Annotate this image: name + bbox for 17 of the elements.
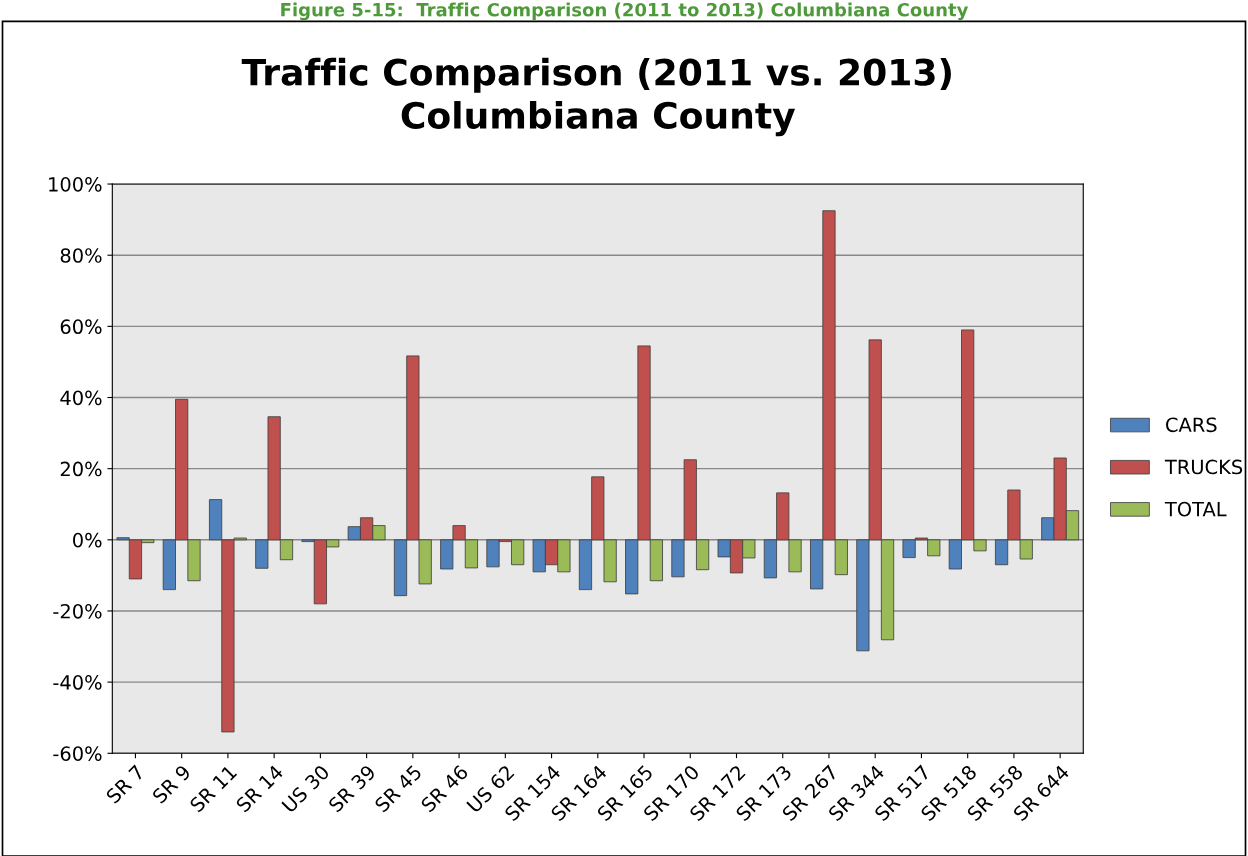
y-tick-label: 100% bbox=[49, 177, 102, 192]
legend-label: CARS bbox=[1166, 417, 1217, 433]
y-tick-label: -20% bbox=[53, 603, 102, 619]
x-tick-label: SR 7 bbox=[105, 764, 145, 805]
chart-title: Traffic Comparison (2011 vs. 2013) Columbiana County bbox=[241, 57, 951, 137]
x-tick-label: SR 45 bbox=[373, 764, 423, 813]
x-tick-label: SR 11 bbox=[188, 764, 238, 813]
y-tick-label: 60% bbox=[60, 319, 102, 335]
legend-label: TRUCKS bbox=[1164, 459, 1243, 475]
y-tick-label: 20% bbox=[60, 461, 102, 477]
y-tick-label: -40% bbox=[53, 675, 102, 690]
y-tick-label: 0% bbox=[73, 532, 102, 548]
y-tick-label: 40% bbox=[60, 390, 102, 406]
caption: Figure 5-15: Traffic Comparison (2011 to 2013) Columbiana County bbox=[281, 2, 969, 21]
y-tick-label: 80% bbox=[60, 248, 102, 263]
y-tick-label: -60% bbox=[53, 746, 102, 761]
legend-label: TOTAL bbox=[1164, 501, 1227, 517]
